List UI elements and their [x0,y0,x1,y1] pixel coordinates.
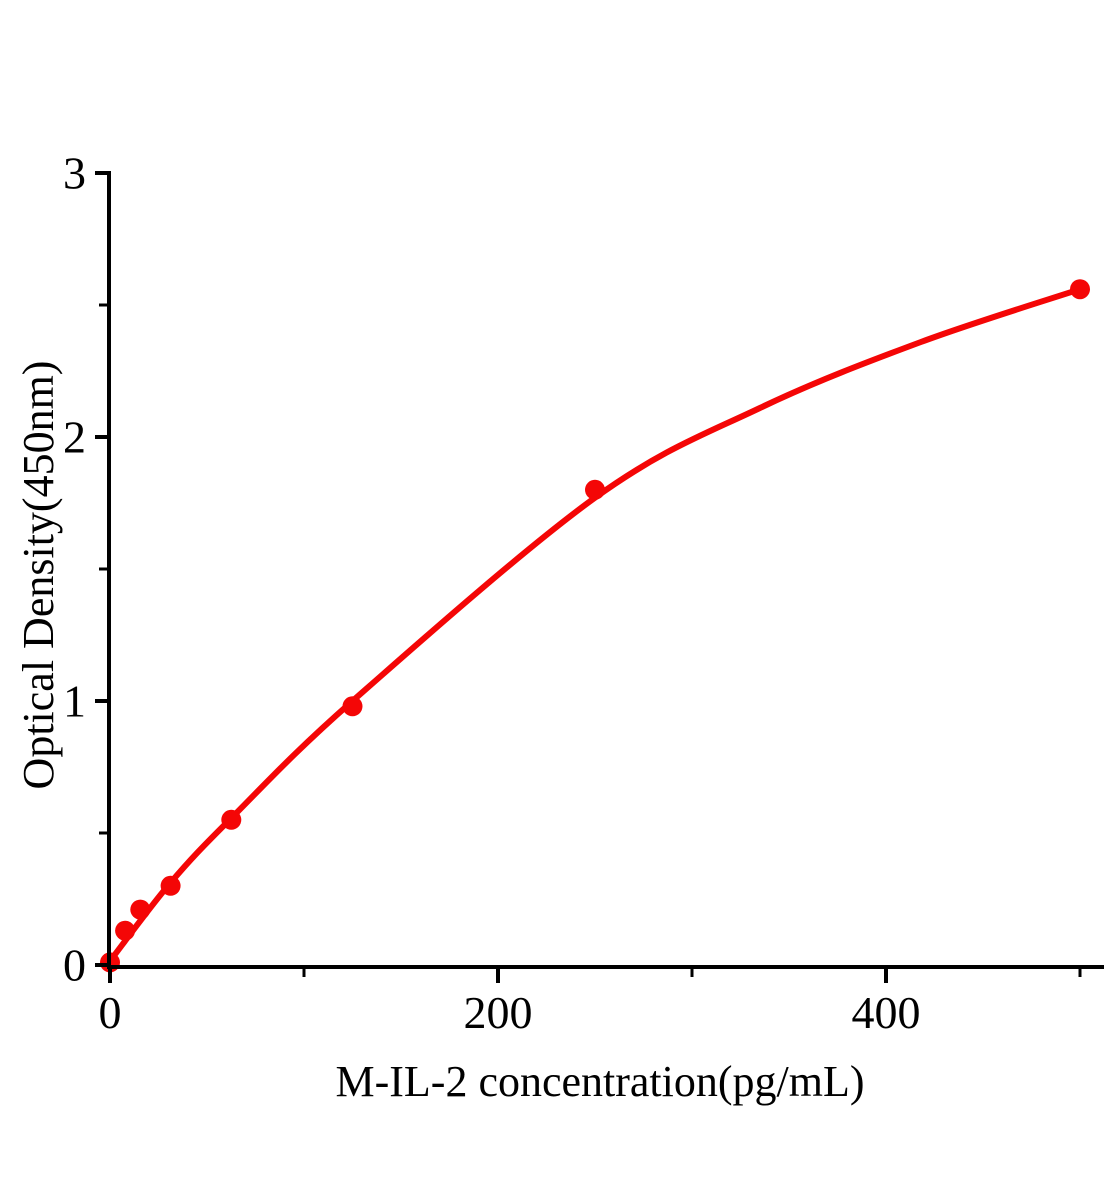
x-axis-tick-label: 200 [464,987,533,1038]
x-axis-tick-label: 400 [852,987,921,1038]
y-axis-tick-label: 1 [63,676,86,727]
data-point [342,696,363,717]
data-point [221,809,242,830]
data-point [160,875,181,896]
data-point [115,920,136,941]
data-point [1070,279,1090,300]
data-point [585,479,605,500]
y-axis-tick-label: 0 [63,940,86,991]
y-axis-title: Optical Density(450nm) [14,360,63,790]
x-axis-title: M-IL-2 concentration(pg/mL) [335,1057,865,1106]
y-axis-tick-label: 2 [63,412,86,463]
fitted-curve-line [108,286,1083,963]
data-point [130,899,151,920]
x-axis-tick-label: 0 [99,987,122,1038]
y-axis-tick-label: 3 [63,148,86,199]
